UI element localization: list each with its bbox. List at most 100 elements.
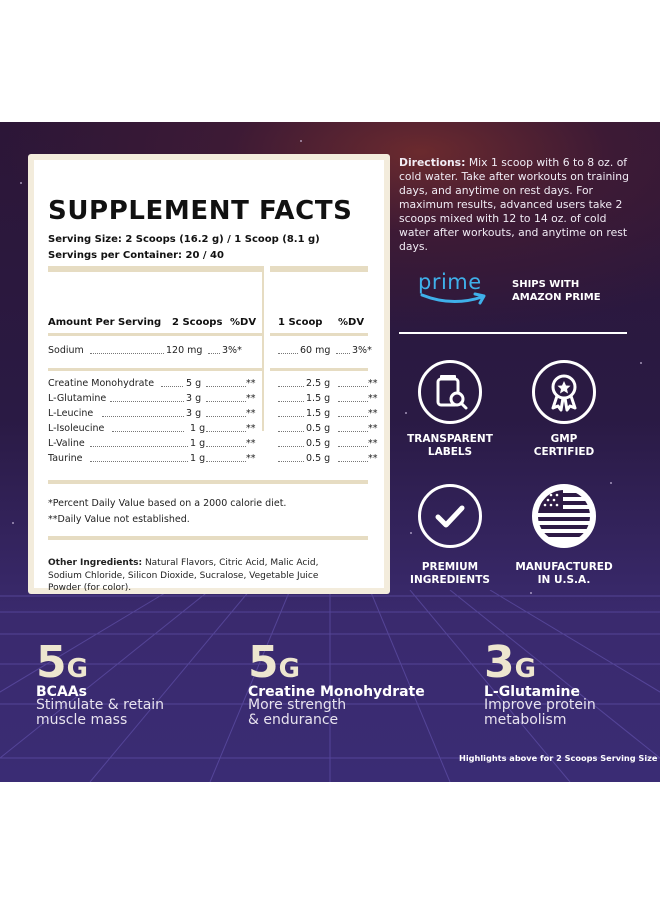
nutrient-name: Creatine Monohydrate [48, 378, 155, 389]
badge-line: LABELS [427, 445, 473, 458]
highlights-footnote: Highlights above for 2 Scoops Serving Si… [459, 753, 658, 763]
nutrient-row: Taurine 1 g ** 0.5 g ** [48, 453, 378, 467]
ships-with-amazon-prime: SHIPS WITH AMAZON PRIME [512, 278, 601, 304]
highlight-desc-line: muscle mass [36, 712, 128, 728]
header-two-scoops: 2 Scoops [172, 317, 223, 328]
dot-leader [102, 416, 184, 417]
nutrient-row-sodium: Sodium 120 mg 3%* 60 mg 3%* [48, 345, 372, 359]
badge-label-transparent: TRANSPARENT LABELS [390, 433, 510, 458]
dot-leader [206, 446, 246, 447]
dot-leader [206, 386, 246, 387]
dot-leader [338, 416, 368, 417]
divider-bar [48, 333, 262, 336]
dv-one-scoop: ** [368, 408, 378, 419]
highlight-desc-line: Stimulate & retain [36, 697, 165, 713]
highlight-unit: G [514, 654, 536, 684]
nutrient-name: L-Valine [48, 438, 85, 449]
prime-logo: prime [418, 270, 482, 294]
badge-label-gmp: GMP CERTIFIED [504, 433, 624, 458]
highlight-desc-line: Improve protein [484, 697, 596, 713]
header-dv-one: %DV [338, 317, 365, 328]
highlight-desc-line: More strength [248, 697, 347, 713]
dot-leader [278, 401, 304, 402]
header-amount: Amount Per Serving [48, 317, 162, 328]
nutrient-row: L-Isoleucine 1 g ** 0.5 g ** [48, 423, 378, 437]
amount-one-scoop: 0.5 g [306, 423, 331, 434]
dv-one-scoop: ** [368, 453, 378, 464]
directions-label: Directions: [399, 156, 466, 169]
amount-two-scoops: 1 g [190, 453, 206, 464]
amount-two-scoops: 120 mg [166, 345, 203, 356]
amount-two-scoops: 1 g [190, 438, 206, 449]
nutrient-name: L-Leucine [48, 408, 94, 419]
dot-leader [278, 386, 304, 387]
dot-leader [90, 353, 164, 354]
dot-leader [336, 353, 350, 354]
badge-line: TRANSPARENT [407, 433, 493, 445]
amount-one-scoop: 0.5 g [306, 438, 331, 449]
amount-two-scoops: 1 g [190, 423, 206, 434]
highlight-title-creatine: Creatine Monohydrate [248, 684, 425, 700]
supplement-facts-inner: SUPPLEMENT FACTS Serving Size: 2 Scoops … [34, 160, 384, 593]
dot-leader [206, 416, 246, 417]
star [640, 362, 642, 364]
highlight-amount-bcaa: 5G [36, 637, 88, 688]
dot-leader [338, 401, 368, 402]
daily-value-not-established-note: **Daily Value not established. [48, 514, 190, 525]
nutrient-row: Creatine Monohydrate 5 g ** 2.5 g ** [48, 378, 378, 392]
dot-leader [206, 401, 246, 402]
star [300, 140, 302, 142]
prime-smile-icon [420, 292, 486, 305]
other-ingredients-text: Natural Flavors, Citric Acid, Malic Acid… [48, 558, 319, 593]
star [12, 522, 14, 524]
divider-bar [48, 536, 368, 540]
usa-flag-icon [532, 484, 596, 548]
dv-two-scoops: 3%* [222, 345, 242, 356]
amount-two-scoops: 3 g [186, 393, 202, 404]
other-ingredients-label: Other Ingredients: [48, 558, 143, 568]
column-divider [262, 266, 264, 431]
dot-leader [206, 461, 246, 462]
nutrient-name: Taurine [48, 453, 83, 464]
serving-size: Serving Size: 2 Scoops (16.2 g) / 1 Scoo… [48, 234, 320, 245]
highlight-desc-creatine: More strength & endurance [248, 698, 346, 728]
supplement-facts-title: SUPPLEMENT FACTS [48, 196, 353, 226]
highlight-title-glutamine: L-Glutamine [484, 684, 580, 700]
supplement-facts-panel: SUPPLEMENT FACTS Serving Size: 2 Scoops … [28, 154, 390, 594]
badge-line: MANUFACTURED [515, 561, 613, 573]
highlight-desc-glutamine: Improve protein metabolism [484, 698, 596, 728]
star [405, 412, 407, 414]
dot-leader [278, 353, 298, 354]
product-infographic: SUPPLEMENT FACTS Serving Size: 2 Scoops … [0, 122, 660, 782]
amount-one-scoop: 1.5 g [306, 408, 331, 419]
dot-leader [206, 431, 246, 432]
dv-two-scoops: ** [246, 393, 256, 404]
amount-one-scoop: 0.5 g [306, 453, 331, 464]
nutrient-row: L-Glutamine 3 g ** 1.5 g ** [48, 393, 378, 407]
amount-one-scoop: 2.5 g [306, 378, 331, 389]
star [410, 532, 412, 534]
dv-one-scoop: 3%* [352, 345, 372, 356]
daily-value-note: *Percent Daily Value based on a 2000 cal… [48, 498, 287, 509]
dot-leader [338, 431, 368, 432]
divider-bar [48, 266, 262, 272]
divider-bar [270, 266, 368, 272]
nutrient-row: L-Valine 1 g ** 0.5 g ** [48, 438, 378, 452]
dot-leader [278, 461, 304, 462]
highlight-unit: G [278, 654, 300, 684]
highlight-number: 5 [36, 637, 67, 688]
nutrient-name: Sodium [48, 345, 84, 356]
dot-leader [161, 386, 183, 387]
dot-leader [112, 431, 184, 432]
highlight-amount-glutamine: 3G [484, 637, 536, 688]
amount-two-scoops: 3 g [186, 408, 202, 419]
highlight-amount-creatine: 5G [248, 637, 300, 688]
badge-line: PREMIUM [421, 561, 479, 573]
dot-leader [278, 416, 304, 417]
dot-leader [90, 446, 188, 447]
dot-leader [338, 386, 368, 387]
dot-leader [208, 353, 220, 354]
badge-line: IN U.S.A. [537, 573, 591, 586]
highlight-title-bcaa: BCAAs [36, 684, 87, 700]
dot-leader [90, 461, 188, 462]
